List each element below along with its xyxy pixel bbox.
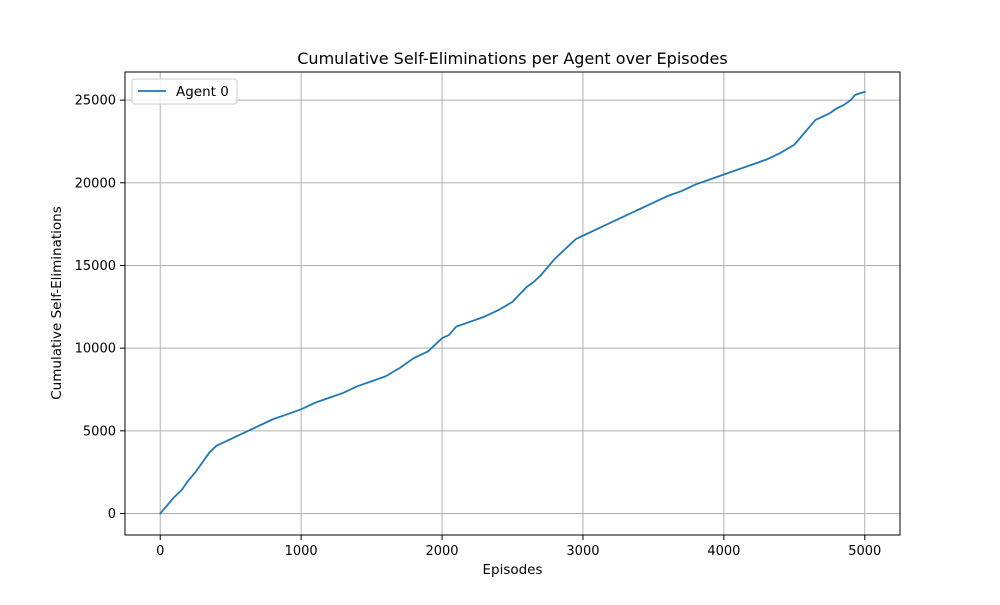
y-tick-label: 0 — [108, 507, 116, 522]
y-tick-label: 20000 — [75, 176, 116, 191]
x-axis-label: Episodes — [482, 562, 542, 578]
legend-label-agent-0: Agent 0 — [176, 84, 229, 100]
x-gridlines — [159, 72, 866, 535]
y-tick-label: 5000 — [83, 424, 116, 439]
x-tick-label: 3000 — [566, 544, 599, 559]
y-tick-label: 25000 — [75, 94, 116, 109]
y-tick-label: 15000 — [75, 259, 116, 274]
x-tick-label: 5000 — [848, 544, 881, 559]
x-tick-label: 2000 — [425, 544, 458, 559]
y-gridlines — [125, 99, 900, 515]
axes-frame — [124, 71, 901, 536]
y-axis-label: Cumulative Self-Eliminations — [49, 206, 65, 400]
x-tick-label: 0 — [156, 544, 164, 559]
x-axis-ticks: 0 1000 2000 3000 4000 5000 — [156, 535, 881, 559]
chart-title: Cumulative Self-Eliminations per Agent o… — [297, 49, 727, 68]
y-tick-label: 10000 — [75, 342, 116, 357]
series-line-agent-0 — [158, 90, 866, 515]
plot-area — [125, 72, 900, 535]
legend: Agent 0 — [131, 78, 238, 105]
x-tick-label: 4000 — [707, 544, 740, 559]
legend-box — [131, 78, 238, 105]
y-axis-ticks: 0 5000 10000 15000 20000 25000 — [75, 94, 125, 522]
x-tick-label: 1000 — [285, 544, 318, 559]
